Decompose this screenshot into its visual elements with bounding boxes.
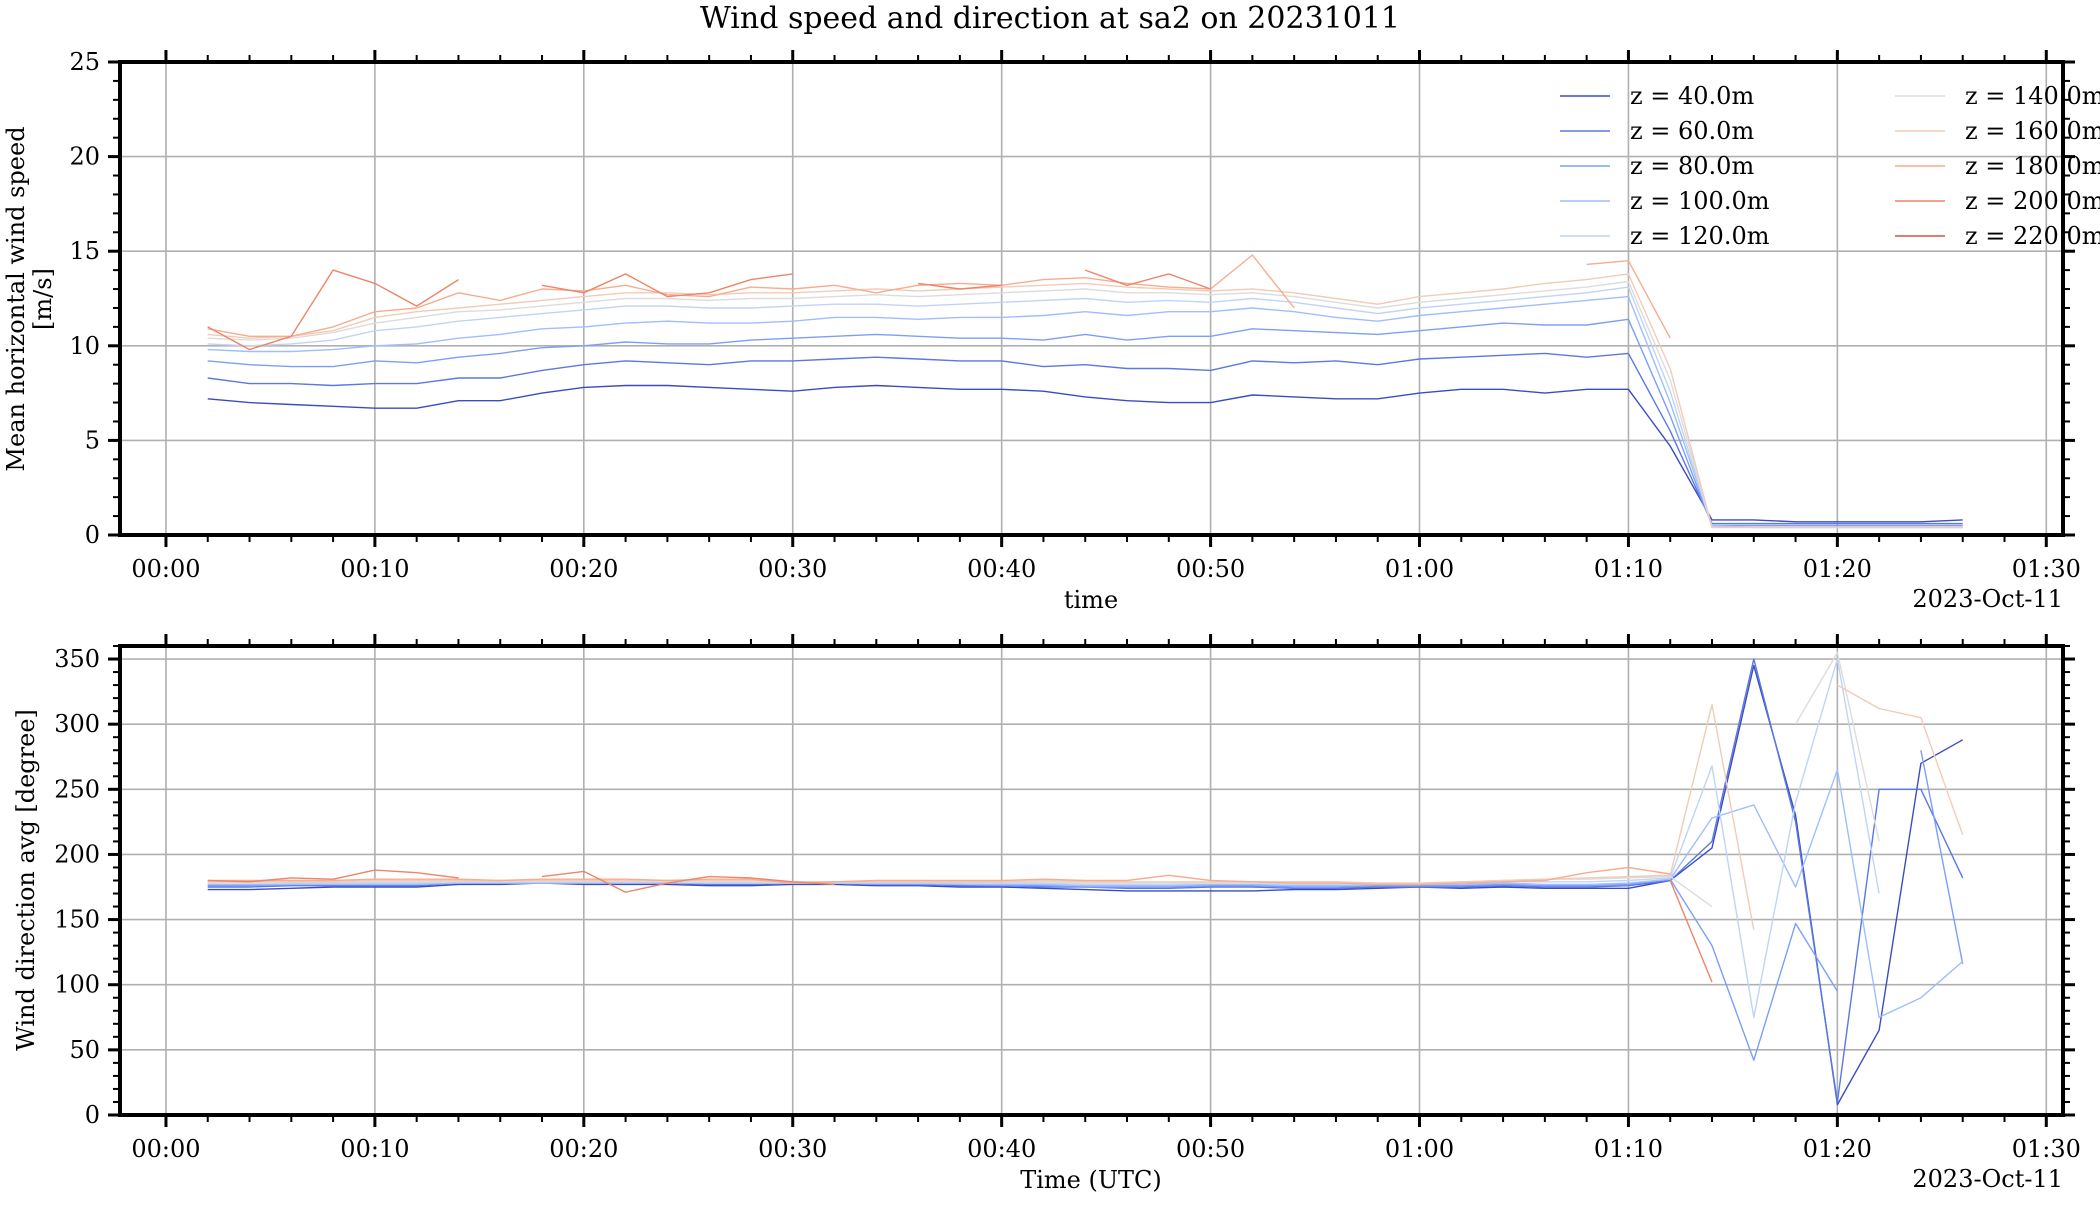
speed-date-label: 2023-Oct-11 — [1912, 585, 2063, 613]
x-tick-label: 01:10 — [1594, 1135, 1663, 1163]
y-tick-label: 300 — [54, 710, 100, 738]
legend-label: z = 120.0m — [1630, 222, 1770, 250]
x-tick-label: 00:30 — [758, 1135, 827, 1163]
x-tick-label: 01:10 — [1594, 555, 1663, 583]
legend-item: z = 200.0m — [1895, 187, 2100, 215]
series-line-z-80-0m — [207, 750, 1964, 1061]
legend-item: z = 160.0m — [1895, 117, 2100, 145]
series-line-z-160-0m — [207, 273, 1963, 529]
speed-series-group — [207, 254, 1963, 529]
x-tick-label: 00:00 — [131, 1135, 200, 1163]
series-line-z-40-0m — [207, 384, 1963, 523]
legend-label: z = 40.0m — [1630, 82, 1754, 110]
direction-date-label: 2023-Oct-11 — [1912, 1165, 2063, 1193]
direction-x-label: Time (UTC) — [1020, 1166, 1162, 1194]
series-line-z-200-0m — [207, 869, 1713, 983]
legend-label: z = 80.0m — [1630, 152, 1754, 180]
series-line-z-200-0m — [207, 269, 1211, 351]
x-tick-label: 00:20 — [549, 1135, 618, 1163]
legend-item: z = 140.0m — [1895, 82, 2100, 110]
chart-title: Wind speed and direction at sa2 on 20231… — [700, 1, 1400, 36]
series-line-z-160-0m — [207, 684, 1964, 931]
y-tick-label: 5 — [85, 426, 100, 454]
y-tick-label: 200 — [54, 840, 100, 868]
y-tick-label: 100 — [54, 971, 100, 999]
legend-label: z = 160.0m — [1965, 117, 2100, 145]
x-tick-label: 00:40 — [967, 1135, 1036, 1163]
speed-panel: 00:00 00:10 00:20 00:30 00:40 00:50 01:00 01:10… — [2, 48, 2100, 614]
legend-label: z = 200.0m — [1965, 187, 2100, 215]
speed-y-label-line2: [m/s] — [29, 268, 57, 330]
legend-item: z = 80.0m — [1560, 152, 1754, 180]
y-tick-label: 10 — [69, 332, 100, 360]
x-tick-label: 00:10 — [340, 1135, 409, 1163]
x-tick-label: 00:00 — [131, 555, 200, 583]
legend-label: z = 180.0m — [1965, 152, 2100, 180]
x-tick-label: 01:20 — [1803, 1135, 1872, 1163]
y-tick-label: 150 — [54, 906, 100, 934]
legend-item: z = 220.0m — [1895, 222, 2100, 250]
x-tick-label: 01:00 — [1385, 1135, 1454, 1163]
legend: z = 40.0m z = 60.0m z = 80.0m z = 100.0m z =… — [1560, 82, 2100, 250]
series-line-z-100-0m — [207, 769, 1964, 1018]
legend-item: z = 120.0m — [1560, 222, 1770, 250]
x-tick-label: 01:20 — [1803, 555, 1872, 583]
series-line-z-140-0m — [207, 280, 1963, 529]
y-tick-label: 350 — [54, 645, 100, 673]
speed-y-label-line1: Mean horizontal wind speed — [2, 126, 30, 471]
series-line-z-60-0m — [207, 352, 1963, 525]
y-tick-label: 15 — [69, 237, 100, 265]
legend-item: z = 100.0m — [1560, 187, 1770, 215]
x-tick-label: 00:40 — [967, 555, 1036, 583]
y-tick-label: 20 — [69, 143, 100, 171]
x-tick-label: 00:50 — [1176, 555, 1245, 583]
series-line-z-100-0m — [207, 295, 1963, 529]
legend-item: z = 40.0m — [1560, 82, 1754, 110]
direction-panel: 00:00 00:10 00:20 00:30 00:40 00:50 01:00 01:10… — [12, 634, 2081, 1194]
y-tick-label: 0 — [85, 521, 100, 549]
y-tick-label: 25 — [69, 48, 100, 76]
x-tick-label: 00:20 — [549, 555, 618, 583]
x-tick-label: 01:00 — [1385, 555, 1454, 583]
x-tick-label: 00:10 — [340, 555, 409, 583]
legend-label: z = 220.0m — [1965, 222, 2100, 250]
speed-axes-frame — [118, 60, 2065, 537]
series-line-z-180-0m — [207, 254, 1671, 339]
direction-series-group — [207, 651, 1964, 1106]
direction-y-label: Wind direction avg [degree] — [12, 709, 40, 1051]
legend-item: z = 60.0m — [1560, 117, 1754, 145]
speed-ticks: 00:00 00:10 00:20 00:30 00:40 00:50 01:00 01:10… — [69, 48, 2080, 583]
legend-label: z = 100.0m — [1630, 187, 1770, 215]
direction-ticks: 00:00 00:10 00:20 00:30 00:40 00:50 01:00 01:10… — [54, 634, 2081, 1163]
series-line-z-80-0m — [207, 318, 1963, 527]
y-tick-label: 50 — [69, 1036, 100, 1064]
y-tick-label: 250 — [54, 775, 100, 803]
x-tick-label: 01:30 — [2012, 1135, 2081, 1163]
legend-label: z = 140.0m — [1965, 82, 2100, 110]
x-tick-label: 00:50 — [1176, 1135, 1245, 1163]
speed-x-label: time — [1064, 586, 1118, 614]
legend-item: z = 180.0m — [1895, 152, 2100, 180]
series-line-z-120-0m — [207, 286, 1963, 529]
y-tick-label: 0 — [85, 1101, 100, 1129]
x-tick-label: 01:30 — [2012, 555, 2081, 583]
x-tick-label: 00:30 — [758, 555, 827, 583]
legend-label: z = 60.0m — [1630, 117, 1754, 145]
series-line-z-180-0m — [207, 866, 1671, 886]
